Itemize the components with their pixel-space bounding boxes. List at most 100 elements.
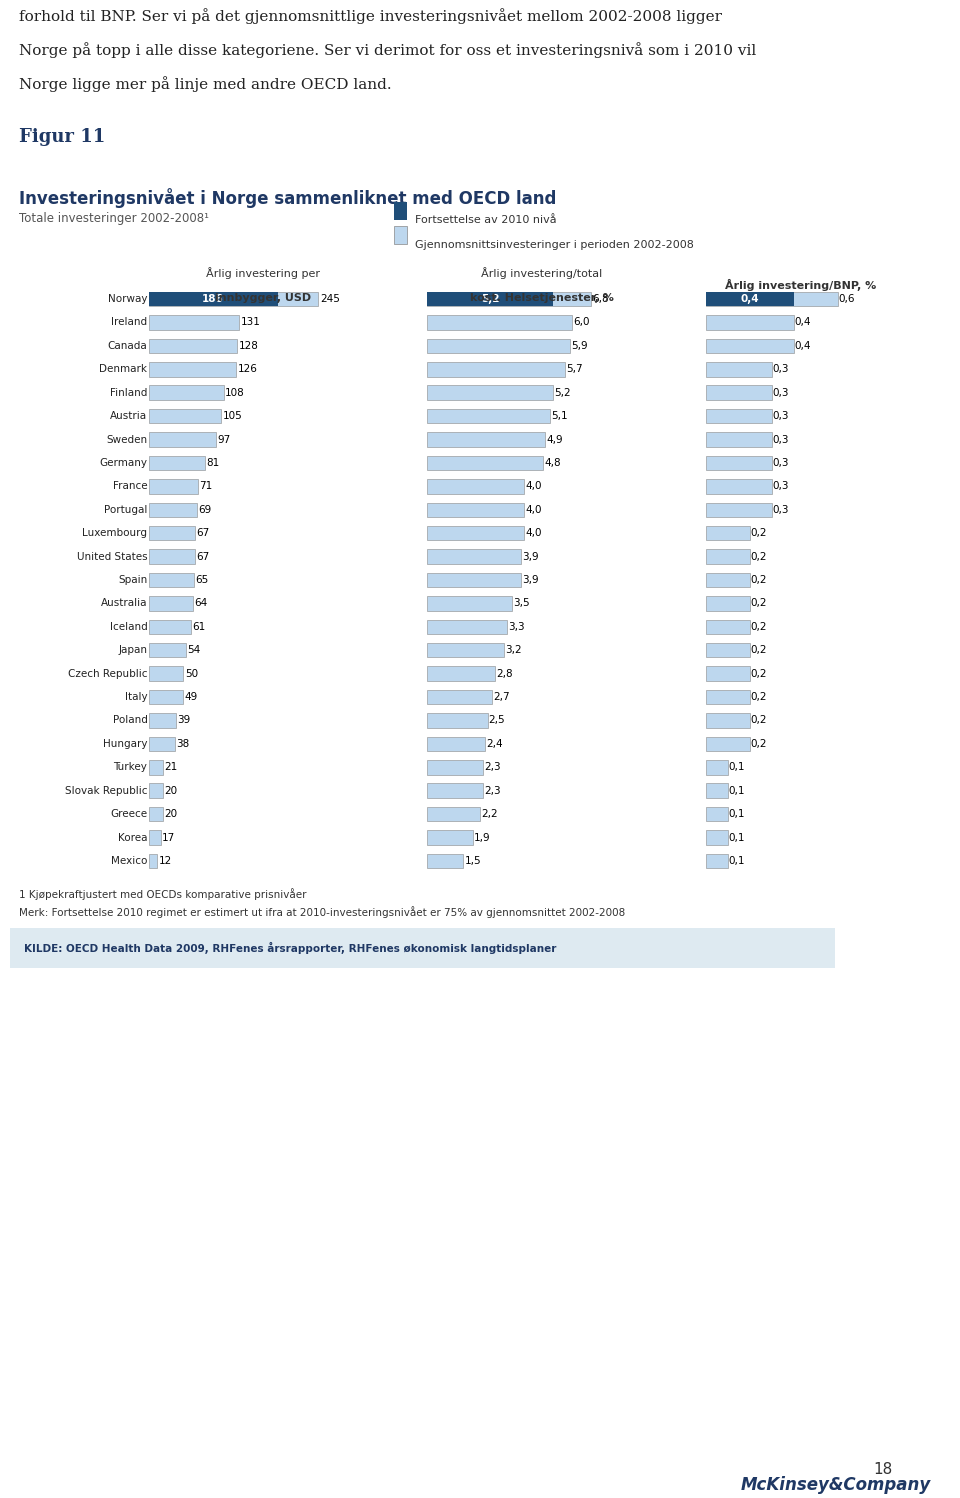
Text: 2,4: 2,4 [487, 739, 503, 749]
Text: 128: 128 [239, 342, 258, 351]
Text: Norge ligge mer på linje med andre OECD land.: Norge ligge mer på linje med andre OECD … [19, 76, 392, 91]
Text: Australia: Australia [101, 598, 148, 608]
Bar [427, 315, 572, 330]
Bar [149, 643, 186, 658]
Bar [149, 807, 162, 821]
Text: 5,9: 5,9 [571, 342, 588, 351]
Text: 0,2: 0,2 [751, 551, 767, 562]
Text: 6,0: 6,0 [573, 318, 589, 328]
Text: 0,2: 0,2 [751, 622, 767, 632]
Text: France: France [112, 481, 148, 491]
Bar [706, 620, 750, 634]
Bar [706, 667, 750, 682]
Text: McKinsey&Company: McKinsey&Company [741, 1476, 931, 1494]
Text: 0,2: 0,2 [751, 716, 767, 725]
Bar [706, 713, 750, 728]
Text: Canada: Canada [108, 342, 148, 351]
Text: Norge på topp i alle disse kategoriene. Ser vi derimot for oss et investeringsni: Norge på topp i alle disse kategoriene. … [19, 42, 756, 58]
Bar [706, 759, 728, 774]
Bar [706, 502, 772, 517]
Text: 0,3: 0,3 [772, 434, 789, 445]
Text: 39: 39 [178, 716, 190, 725]
Text: 0,4: 0,4 [794, 318, 811, 328]
Bar [149, 292, 277, 306]
Bar [706, 363, 772, 376]
Bar [149, 737, 175, 750]
Text: 3,3: 3,3 [508, 622, 525, 632]
Text: Denmark: Denmark [100, 364, 148, 374]
Bar [427, 713, 488, 728]
Bar [706, 643, 750, 658]
Bar [149, 550, 195, 563]
Bar [427, 292, 591, 306]
Text: Iceland: Iceland [109, 622, 148, 632]
Text: 0,2: 0,2 [751, 598, 767, 608]
Text: 67: 67 [197, 529, 210, 538]
Bar [149, 689, 182, 704]
Bar [706, 385, 772, 400]
Bar [706, 526, 750, 541]
Bar [427, 759, 483, 774]
Bar [427, 807, 480, 821]
Text: Turkey: Turkey [113, 762, 148, 773]
Bar [427, 572, 521, 587]
Text: 12: 12 [158, 855, 172, 866]
Text: 67: 67 [197, 551, 210, 562]
Bar [149, 596, 193, 611]
Text: 6,8: 6,8 [592, 294, 610, 304]
Bar [427, 689, 492, 704]
Bar [706, 292, 794, 306]
Bar [427, 433, 545, 446]
Text: Luxembourg: Luxembourg [83, 529, 148, 538]
Bar [706, 292, 838, 306]
Bar [427, 479, 524, 494]
Bar [427, 783, 483, 798]
Text: Figur 11: Figur 11 [19, 127, 106, 145]
Bar [706, 854, 728, 869]
Text: 17: 17 [162, 833, 176, 842]
Text: 4,0: 4,0 [525, 505, 541, 515]
Text: 0,4: 0,4 [794, 342, 811, 351]
Text: Greece: Greece [110, 809, 148, 819]
Text: 4,9: 4,9 [546, 434, 564, 445]
Text: 61: 61 [192, 622, 205, 632]
Text: Investeringsnivået i Norge sammenliknet med OECD land: Investeringsnivået i Norge sammenliknet … [19, 189, 557, 208]
Text: 186: 186 [203, 294, 224, 304]
Text: 4,0: 4,0 [525, 481, 541, 491]
Bar [706, 339, 794, 354]
Text: 0,1: 0,1 [729, 786, 745, 795]
Text: Norway: Norway [108, 294, 148, 304]
Text: 0,3: 0,3 [772, 410, 789, 421]
Bar [427, 737, 485, 750]
Text: 49: 49 [184, 692, 198, 703]
Bar [427, 526, 524, 541]
Bar [427, 643, 504, 658]
Bar [149, 315, 239, 330]
Bar [427, 339, 569, 354]
Text: forhold til BNP. Ser vi på det gjennomsnittlige investeringsnivået mellom 2002-2: forhold til BNP. Ser vi på det gjennomsn… [19, 7, 722, 24]
Bar [149, 572, 194, 587]
Text: 126: 126 [237, 364, 257, 374]
Text: 0,2: 0,2 [751, 575, 767, 586]
Bar [149, 502, 197, 517]
Text: 0,2: 0,2 [751, 529, 767, 538]
Text: 3,9: 3,9 [522, 551, 540, 562]
Text: Finland: Finland [110, 388, 148, 397]
Text: Mexico: Mexico [111, 855, 148, 866]
Text: 0,1: 0,1 [729, 762, 745, 773]
Bar [149, 409, 222, 424]
Text: kost. Helsetjenester, %: kost. Helsetjenester, % [469, 294, 613, 303]
Bar [706, 596, 750, 611]
Bar [149, 783, 162, 798]
Text: Slovak Republic: Slovak Republic [65, 786, 148, 795]
Text: 5,2: 5,2 [481, 294, 499, 304]
Text: 50: 50 [184, 668, 198, 679]
Text: Sweden: Sweden [107, 434, 148, 445]
Text: Spain: Spain [118, 575, 148, 586]
Text: 0,2: 0,2 [751, 692, 767, 703]
Bar [706, 572, 750, 587]
Text: 105: 105 [223, 410, 243, 421]
Text: KILDE: OECD Health Data 2009, RHFenes årsrapporter, RHFenes økonomisk langtidspl: KILDE: OECD Health Data 2009, RHFenes år… [24, 942, 557, 954]
Text: Portugal: Portugal [104, 505, 148, 515]
Bar [149, 667, 183, 682]
